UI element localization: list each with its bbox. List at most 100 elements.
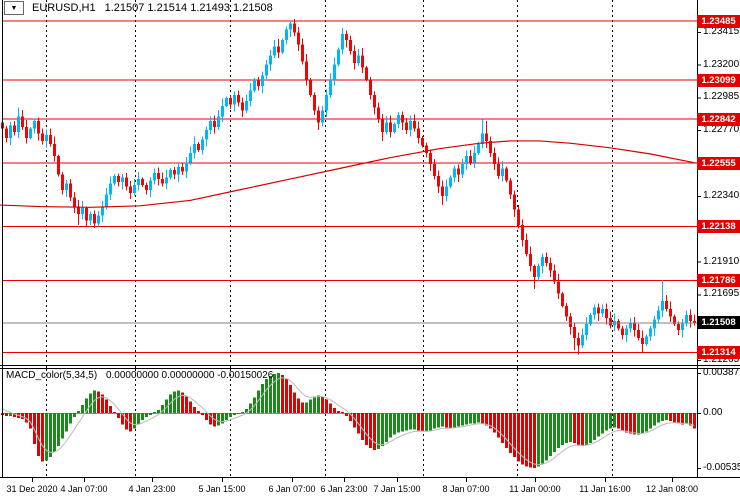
candle-down (161, 179, 164, 184)
candle-down (229, 98, 232, 105)
candle-up (325, 95, 328, 111)
candle-down (489, 140, 492, 154)
macd-bar (609, 413, 612, 429)
macd-signal-line (1, 377, 695, 466)
time-axis-label: 4 Jan 07:00 (60, 484, 108, 494)
macd-bar (249, 403, 252, 413)
candle-up (137, 179, 140, 186)
macd-bar (325, 399, 328, 413)
candle-down (85, 208, 88, 221)
ohlc-values: 1.21507 1.21514 1.21493 1.21508 (104, 2, 273, 14)
candle-up (193, 143, 196, 154)
macd-bar (461, 413, 464, 426)
macd-bar (669, 413, 672, 422)
candle-down (309, 79, 312, 96)
price-line-label: 1.22842 (697, 112, 740, 126)
macd-bar (493, 413, 496, 433)
macd-bar (361, 413, 364, 440)
macd-bar (277, 373, 280, 413)
time-axis-label: 4 Jan 23:00 (128, 484, 176, 494)
time-axis-tick (397, 478, 398, 482)
candle-up (17, 116, 20, 132)
macd-bar (301, 402, 304, 413)
macd-bar (565, 413, 568, 443)
time-axis-tick (535, 478, 536, 482)
macd-bar (529, 413, 532, 468)
symbol-title: EURUSD,H1 (32, 2, 96, 14)
candle-down (677, 324, 680, 331)
candle-down (93, 214, 96, 224)
candle-up (585, 324, 588, 335)
candle-down (577, 337, 580, 346)
macd-bar (433, 413, 436, 429)
candle-down (417, 128, 420, 138)
macd-bar (241, 411, 244, 413)
candle-down (361, 55, 364, 68)
candle-down (573, 327, 576, 338)
candle-up (321, 110, 324, 123)
candle-up (149, 180, 152, 190)
candle-down (553, 270, 556, 282)
macd-bar (5, 413, 8, 417)
price-axis[interactable]: 1.23415 1.23200 1.22985 1.22770 1.22555 1.223… (697, 0, 740, 477)
macd-bar (629, 413, 632, 434)
candle-down (381, 119, 384, 132)
macd-bar (273, 373, 276, 413)
candle-down (129, 186, 132, 193)
candle-up (109, 183, 112, 195)
time-axis-label: 8 Jan 07:00 (442, 484, 490, 494)
candle-up (101, 206, 104, 216)
candle-up (245, 101, 248, 111)
time-axis-label: 7 Jan 15:00 (373, 484, 421, 494)
macd-bar (573, 413, 576, 443)
macd-bar (85, 398, 88, 413)
candle-up (341, 34, 344, 50)
candle-down (597, 307, 600, 314)
candle-down (545, 256, 548, 264)
macd-bar (509, 413, 512, 454)
macd-bar (397, 413, 400, 433)
candle-up (393, 124, 396, 132)
macd-bar (153, 412, 156, 413)
macd-bar (237, 413, 240, 415)
time-axis[interactable]: 31 Dec 2020 4 Jan 07:00 4 Jan 23:00 5 Jan 1… (0, 477, 740, 500)
candle-down (349, 40, 352, 51)
candle-down (125, 177, 128, 187)
macd-bar (577, 413, 580, 445)
macd-bar (489, 413, 492, 429)
macd-bar (113, 411, 116, 413)
candle-down (405, 122, 408, 131)
candle-up (333, 64, 336, 80)
candle-down (525, 240, 528, 254)
price-chart-canvas[interactable] (0, 0, 740, 369)
symbol-dropdown-button[interactable]: ▼ (4, 1, 24, 15)
price-tick-label: 1.21265 (703, 354, 740, 365)
macd-bar (269, 375, 272, 413)
candle-down (41, 133, 44, 141)
macd-tick-label: 0.00 (703, 407, 723, 418)
macd-bar (585, 413, 588, 445)
macd-bar (61, 413, 64, 439)
time-axis-label: 6 Jan 07:00 (268, 484, 316, 494)
time-axis-tick (344, 478, 345, 482)
macd-bar (209, 413, 212, 425)
macd-tick-label: -0.005353 (703, 462, 740, 474)
time-axis-tick (605, 478, 606, 482)
macd-bar (297, 398, 300, 413)
time-axis-tick (32, 478, 33, 482)
candle-down (565, 305, 568, 317)
candle-down (141, 179, 144, 186)
macd-bar (413, 413, 416, 430)
macd-bar (681, 413, 684, 425)
macd-bar (521, 413, 524, 465)
macd-bar (513, 413, 516, 458)
macd-bar (101, 394, 104, 413)
candle-up (201, 139, 204, 151)
current-price-label: 1.21508 (697, 316, 740, 330)
macd-bar (429, 413, 432, 431)
macd-bar (321, 396, 324, 413)
candle-up (645, 336, 648, 344)
candle-down (673, 316, 676, 325)
macd-bar (77, 410, 80, 413)
macd-chart-canvas[interactable] (0, 369, 740, 477)
